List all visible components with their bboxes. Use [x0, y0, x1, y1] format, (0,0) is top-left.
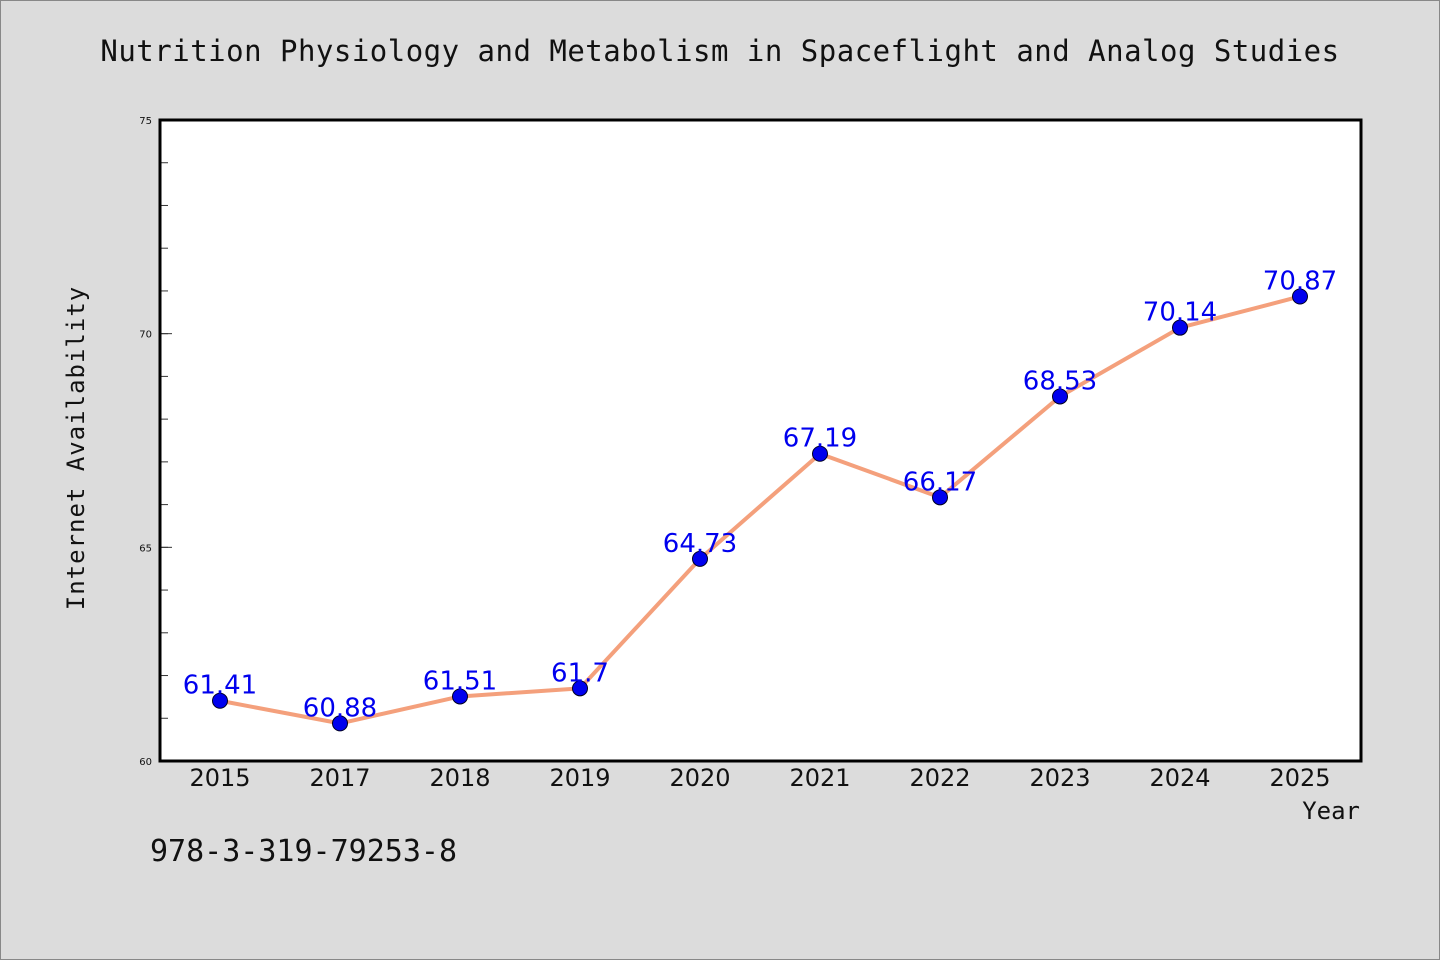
data-point: [812, 445, 828, 462]
x-tick-label: 2019: [549, 764, 610, 792]
data-label: 61.51: [423, 666, 497, 696]
data-point: [1292, 288, 1308, 305]
data-point: [572, 680, 588, 697]
data-point: [692, 550, 708, 567]
x-tick-label: 2021: [789, 764, 850, 792]
data-label: 60.88: [303, 693, 377, 723]
data-label: 61.7: [551, 658, 609, 688]
data-label: 61.41: [183, 671, 257, 701]
data-point: [1052, 388, 1068, 405]
isbn-text: 978-3-319-79253-8: [150, 834, 458, 869]
y-tick-label: 70: [139, 330, 152, 341]
plot-area: [160, 120, 1361, 761]
chart-title: Nutrition Physiology and Metabolism in S…: [100, 34, 1340, 68]
x-tick-label: 2018: [429, 764, 490, 792]
data-label: 64.73: [663, 529, 737, 559]
data-label: 70.14: [1143, 298, 1217, 328]
y-tick-label: 65: [139, 543, 152, 554]
data-label: 68.53: [1023, 366, 1097, 396]
y-tick-label: 75: [139, 116, 152, 127]
x-tick-label: 2022: [909, 764, 970, 792]
x-axis-label: Year: [1302, 797, 1360, 825]
data-label: 67.19: [783, 424, 857, 454]
x-tick-label: 2017: [309, 764, 370, 792]
y-axis-label: Internet Availability: [62, 285, 90, 611]
plot-border: [158, 118, 1363, 763]
x-tick-label: 2023: [1029, 764, 1090, 792]
y-tick-label: 60: [139, 757, 152, 768]
x-tick-label: 2024: [1149, 764, 1210, 792]
x-tick-label: 2020: [669, 764, 730, 792]
data-point: [212, 692, 228, 709]
x-tick-label: 2025: [1269, 764, 1330, 792]
data-label: 66.17: [903, 467, 977, 497]
data-point: [1172, 319, 1188, 336]
x-tick-label: 2015: [189, 764, 250, 792]
series-line: [218, 294, 1302, 726]
data-label: 70.87: [1263, 266, 1337, 296]
data-point: [932, 489, 948, 506]
data-point: [332, 715, 348, 732]
data-point: [452, 688, 468, 705]
